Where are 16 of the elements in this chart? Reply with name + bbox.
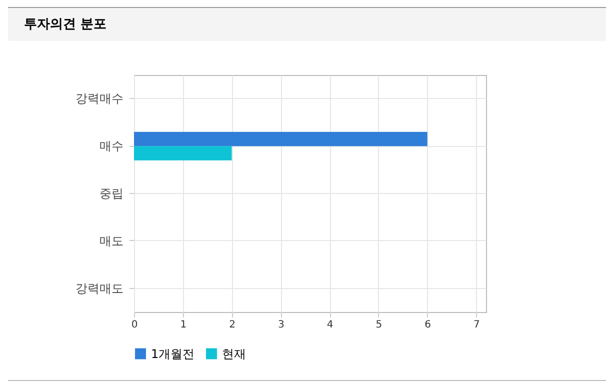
x-tick-label: 6 xyxy=(424,320,432,330)
x-tick-label: 1 xyxy=(180,320,187,330)
x-tick-label: 7 xyxy=(474,320,480,330)
y-tick-label: 중립 xyxy=(100,186,124,200)
y-tick-label: 매수 xyxy=(100,139,124,154)
x-tick-label: 3 xyxy=(278,320,284,330)
x-tick-label: 0 xyxy=(131,320,138,330)
legend-label: 현재 xyxy=(222,346,246,361)
y-tick-label: 강력매수 xyxy=(76,92,124,106)
y-tick-label: 강력매도 xyxy=(76,281,124,296)
x-tick-label: 4 xyxy=(326,320,334,330)
legend-label: 1개월전 xyxy=(151,346,195,361)
y-tick-label: 매도 xyxy=(100,234,124,248)
chart-title: 투자의견 분포 xyxy=(8,7,606,41)
x-tick-label: 2 xyxy=(229,320,236,330)
x-tick-label: 5 xyxy=(376,320,382,330)
